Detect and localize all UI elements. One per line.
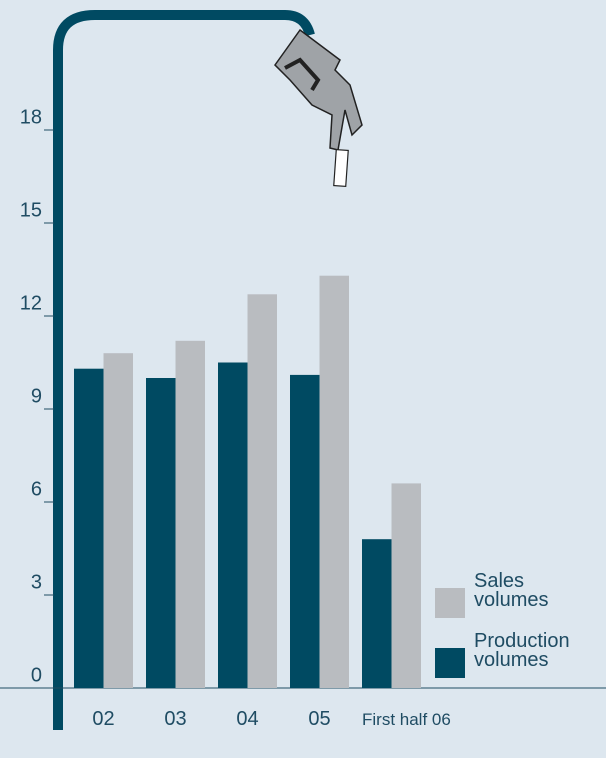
x-tick-label: First half 06: [362, 710, 451, 729]
nozzle-trigger: [284, 57, 321, 92]
legend-label: Sales volumes: [474, 570, 549, 611]
nozzle-tip: [333, 148, 349, 188]
bar: [362, 539, 392, 688]
bar: [175, 340, 205, 688]
bar: [247, 294, 277, 688]
legend-swatch: [435, 648, 465, 678]
bar: [391, 483, 421, 688]
bar: [146, 378, 176, 688]
bar: [103, 353, 133, 688]
x-tick-label: 02: [92, 708, 115, 730]
pump-hose: [53, 10, 315, 730]
y-tick-label: 12: [20, 292, 42, 314]
bar: [218, 362, 248, 688]
pump-nozzle: [274, 28, 363, 151]
y-tick-label: 15: [20, 199, 42, 221]
x-tick-label: 04: [236, 708, 259, 730]
y-tick-label: 9: [31, 385, 42, 407]
bar: [290, 374, 320, 688]
y-tick-label: 18: [20, 106, 42, 128]
y-tick-label: 0: [31, 664, 42, 686]
x-tick-label: 05: [308, 708, 331, 730]
bar: [319, 275, 349, 688]
bar: [74, 368, 104, 688]
legend-label: Production volumes: [474, 630, 570, 671]
y-tick-label: 3: [31, 571, 42, 593]
y-tick-label: 6: [31, 478, 42, 500]
x-tick-label: 03: [164, 708, 187, 730]
legend-swatch: [435, 588, 465, 618]
